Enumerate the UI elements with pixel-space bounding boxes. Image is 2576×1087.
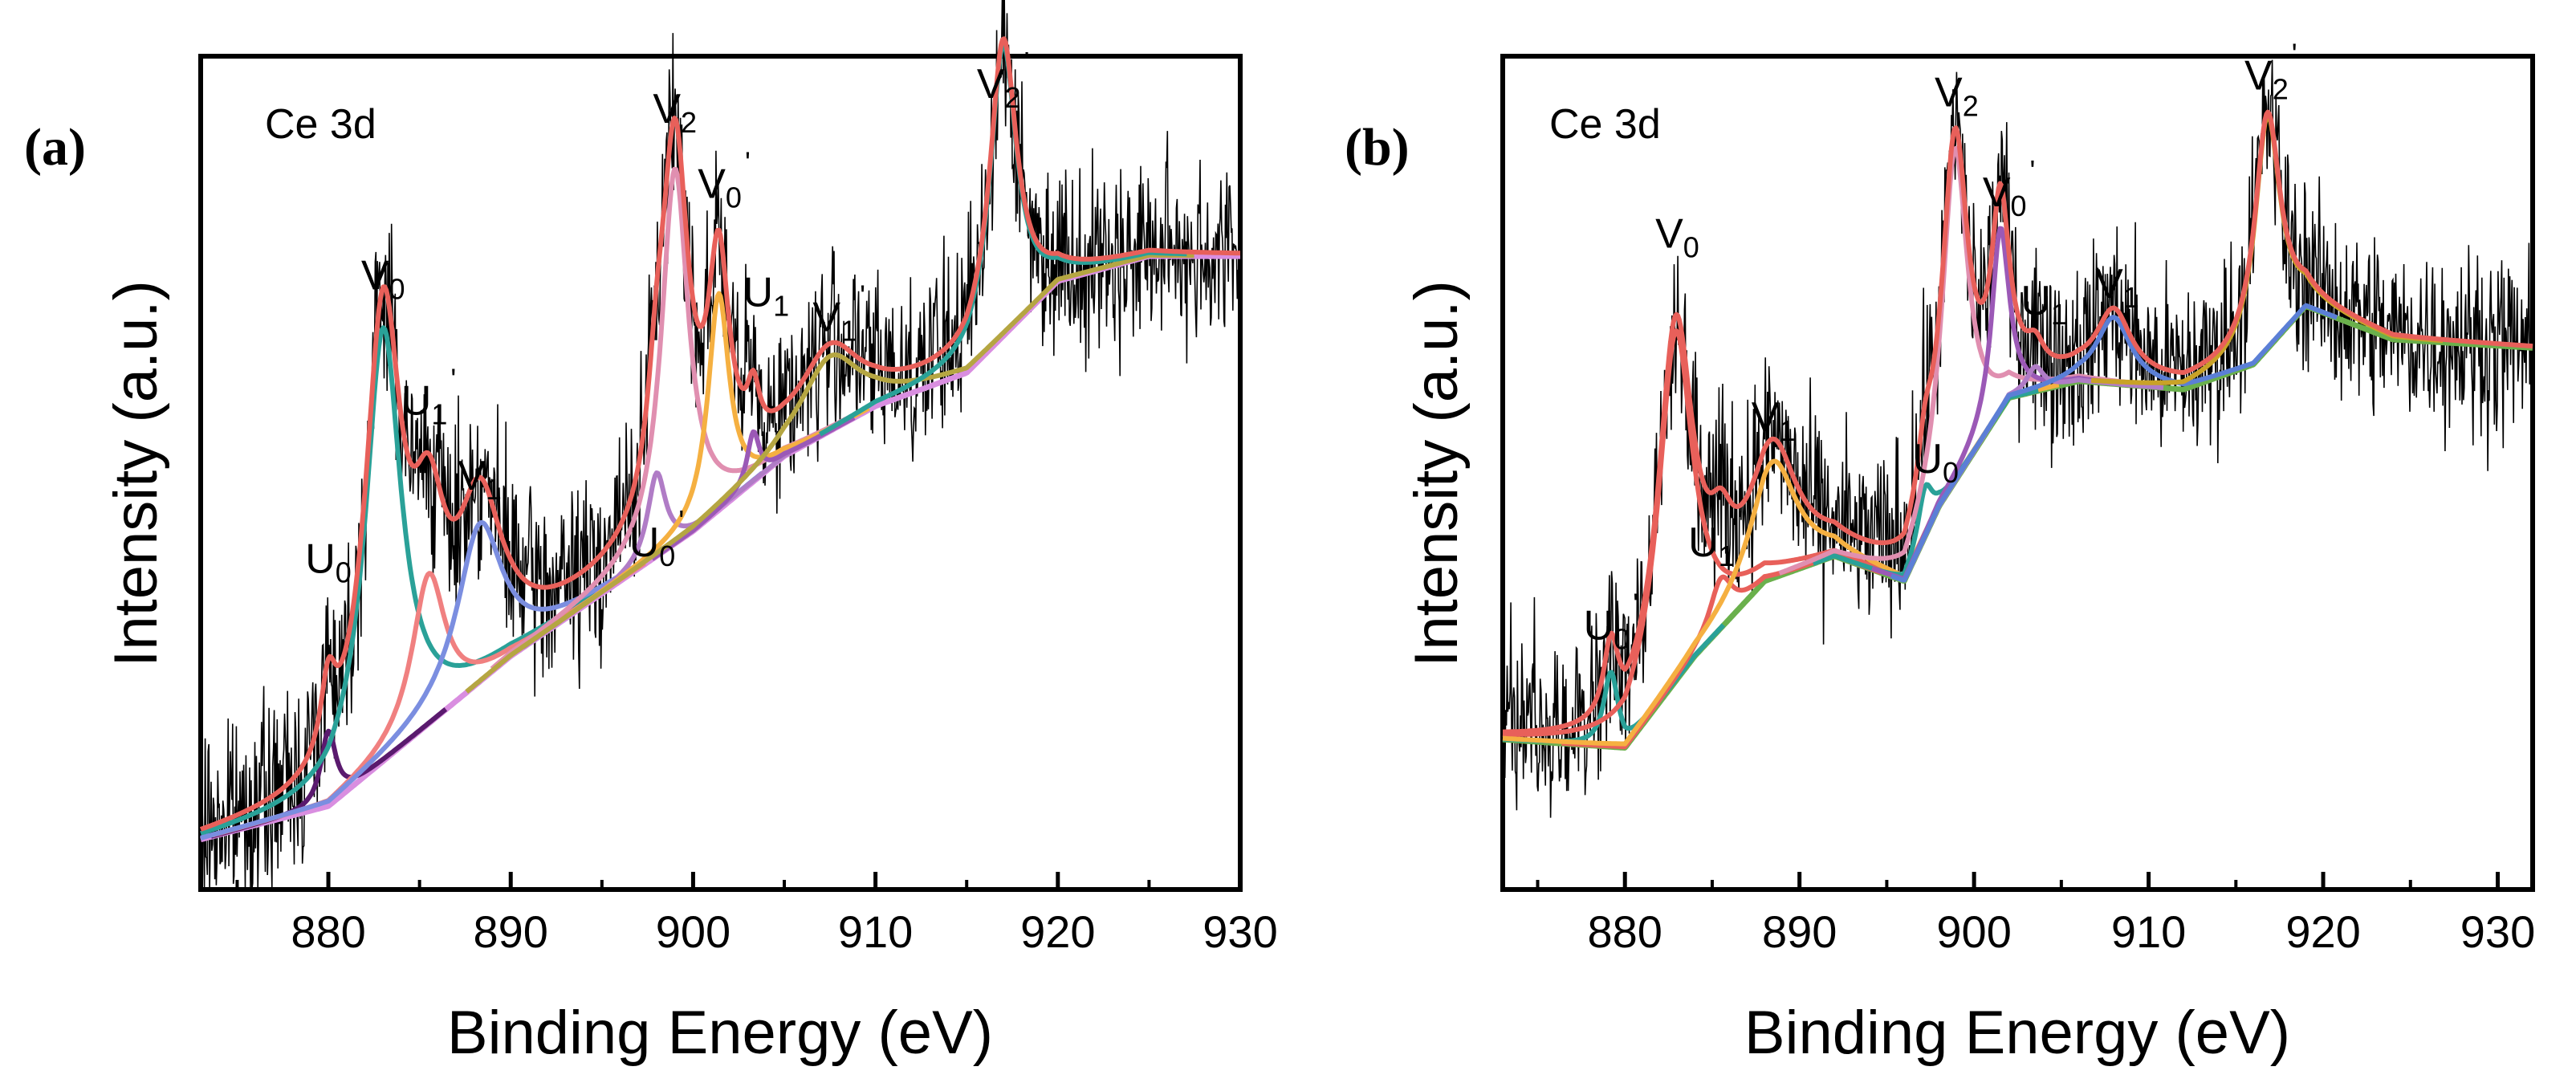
x-tick-label: 920 bbox=[2285, 906, 2360, 957]
x-tick-label: 910 bbox=[2111, 906, 2186, 957]
y-axis-title-b: Intensity (a.u.) bbox=[1402, 280, 1471, 667]
y-axis-title-a: Intensity (a.u.) bbox=[102, 280, 170, 667]
peak-label-v0p: V0' bbox=[698, 145, 751, 214]
x-tick-label: 930 bbox=[2460, 906, 2535, 957]
peak-label-v0p: V0' bbox=[1983, 154, 2036, 222]
peak-label-u1: U1 bbox=[2021, 278, 2067, 331]
peak-label-v2: V2 bbox=[653, 86, 697, 139]
envelope-line bbox=[1501, 109, 2534, 735]
peak-label-u0p: U0' bbox=[1584, 588, 1638, 656]
x-axis-title-a: Binding Energy (eV) bbox=[447, 999, 993, 1067]
peak-label-u0: U0 bbox=[305, 536, 352, 589]
panel-b: (b) Ce 3d Intensity (a.u.) Binding Energ… bbox=[1345, 38, 2535, 1067]
peak-label-u1p: U1' bbox=[401, 362, 456, 430]
x-tick-label: 920 bbox=[1020, 906, 1095, 957]
x-tick-label: 900 bbox=[1936, 906, 2011, 957]
panel-a: (a) Ce 3d Intensity (a.u.) Binding Energ… bbox=[24, 0, 1278, 1067]
envelope-line bbox=[199, 36, 1242, 832]
peak-label-u0p: U0' bbox=[629, 504, 684, 572]
x-tick-label: 910 bbox=[838, 906, 913, 957]
chart-title-b: Ce 3d bbox=[1549, 101, 1661, 148]
x-tick-label: 880 bbox=[1588, 906, 1662, 957]
x-tick-label: 880 bbox=[291, 906, 365, 957]
component-v1p-line bbox=[465, 252, 1195, 694]
peak-label-v1: V1 bbox=[458, 453, 502, 506]
x-tick-label: 890 bbox=[1762, 906, 1837, 957]
peak-label-u1: U1 bbox=[743, 269, 790, 322]
x-tick-label: 890 bbox=[474, 906, 548, 957]
peak-label-u1p: U1' bbox=[1688, 504, 1743, 572]
panel-label-b: (b) bbox=[1345, 118, 1410, 177]
x-tick-label: 900 bbox=[656, 906, 730, 957]
chart-title-a: Ce 3d bbox=[265, 101, 376, 148]
peak-label-v1: V1 bbox=[2095, 261, 2139, 314]
x-tick-label: 930 bbox=[1203, 906, 1277, 957]
peak-label-v2p: V2' bbox=[2244, 38, 2297, 106]
peak-label-v1p: V1' bbox=[812, 279, 865, 348]
peak-label-v0: V0 bbox=[1655, 211, 1699, 264]
plot-frame-a bbox=[198, 54, 1243, 892]
peak-label-v1: V1 bbox=[1752, 394, 1796, 447]
peak-label-v0: V0 bbox=[361, 253, 405, 306]
peak-label-v2: V2 bbox=[1935, 69, 1979, 122]
component-u1-line bbox=[650, 415, 856, 561]
x-axis-title-b: Binding Energy (eV) bbox=[1744, 999, 2290, 1067]
component-v1-line bbox=[1890, 303, 2338, 583]
peak-label-u0: U0 bbox=[1912, 436, 1959, 489]
panel-label-a: (a) bbox=[24, 118, 86, 177]
peak-label-v2p: V2' bbox=[977, 46, 1030, 114]
plot-frame-b bbox=[1500, 54, 2535, 892]
